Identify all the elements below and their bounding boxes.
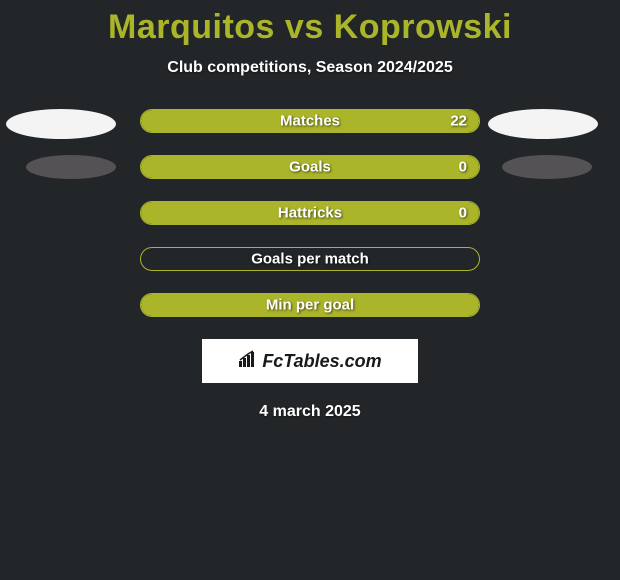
stat-label: Matches (280, 113, 340, 130)
stat-label: Goals per match (251, 251, 369, 268)
stat-value: 0 (459, 159, 467, 176)
date-label: 4 march 2025 (0, 403, 620, 421)
stat-row: Min per goal (140, 293, 480, 317)
stats-section: Matches 22 Goals 0 Hattricks 0 Goals per match… (0, 109, 620, 421)
chart-icon (238, 350, 258, 373)
decorative-ellipse (502, 155, 592, 179)
subtitle: Club competitions, Season 2024/2025 (0, 59, 620, 77)
stat-bars: Matches 22 Goals 0 Hattricks 0 Goals per match… (140, 109, 480, 317)
stat-label: Hattricks (278, 205, 342, 222)
logo: FcTables.com (238, 350, 381, 373)
decorative-ellipse (488, 109, 598, 139)
stat-label: Min per goal (266, 297, 354, 314)
stat-row: Hattricks 0 (140, 201, 480, 225)
decorative-ellipse (6, 109, 116, 139)
logo-box: FcTables.com (202, 339, 418, 383)
logo-text: FcTables.com (262, 351, 381, 372)
stat-value: 0 (459, 205, 467, 222)
stat-value: 22 (450, 113, 467, 130)
decorative-ellipse (26, 155, 116, 179)
stat-row: Goals per match (140, 247, 480, 271)
stat-row: Matches 22 (140, 109, 480, 133)
stat-row: Goals 0 (140, 155, 480, 179)
page-title: Marquitos vs Koprowski (0, 0, 620, 47)
stat-label: Goals (289, 159, 331, 176)
